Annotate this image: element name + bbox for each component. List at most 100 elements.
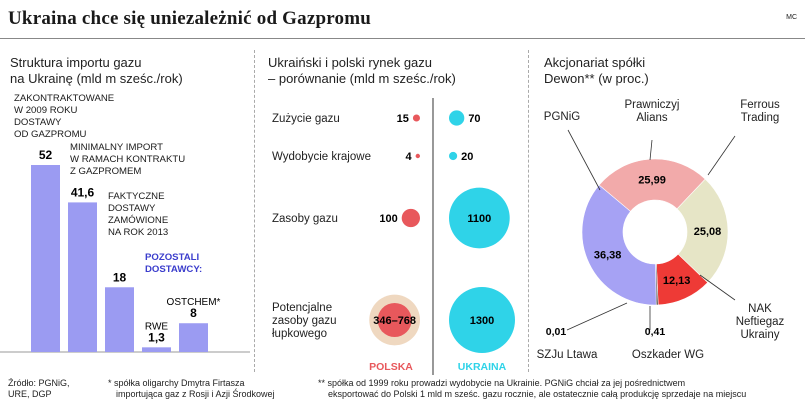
title-divider [0,38,805,39]
page-title: Ukraina chce się uniezależnić od Gazprom… [8,8,372,29]
footnote-line: * spółka oligarchy Dmytra Firtasza [108,378,245,388]
bar [142,347,171,352]
shareholder-label: Trading [741,112,780,124]
ukraine-value-label: 20 [461,151,473,163]
bar [105,287,134,352]
donut-slice [598,158,706,212]
annotation-line: ZAMÓWIONE [108,215,169,226]
annotation-line: W RAMACH KONTRAKTU [70,154,186,165]
bar-value-label: 52 [39,148,53,162]
bar-value-label: 18 [113,270,127,284]
donut-slice [676,178,729,283]
shareholder-label: Neftiegaz [736,316,785,328]
bar-value-label: 8 [190,306,197,320]
leader-line [566,302,628,331]
shareholder-label: Oszkader WG [632,349,704,361]
annotation-line: POZOSTALI [145,252,200,263]
shareholder-label: SZJu Ltawa [537,349,598,361]
ukraine-bubble [449,287,515,353]
annotation-line: FAKTYCZNE [108,191,165,202]
row-label: zasoby gazu [272,315,337,327]
bar-value-label: 41,6 [71,185,95,199]
poland-value-label: 4 [405,151,412,163]
poland-bubble [415,153,420,159]
bar [68,202,97,352]
annotation-line: MINIMALNY IMPORT [70,142,163,153]
poland-value-label: 100 [379,213,397,225]
source-note: Źródło: PGNiG, URE, DGP [8,378,70,400]
panel1-title-line2: na Ukrainę (mld m sześc./rok) [10,71,183,86]
slice-value-label: 0,41 [645,326,666,338]
panel-divider-2 [528,50,529,372]
annotation-line: W 2009 ROKU [14,105,78,116]
footnote-line: eksportować do Polski 1 mld m sześc. gaz… [328,389,747,399]
bar-value-label: 1,3 [148,330,165,344]
annotation-other-suppliers: POZOSTALI DOSTAWCY: [145,252,202,276]
shareholder-label: Ferrous [740,99,780,111]
row-label: łupkowego [272,328,327,340]
poland-bubble [412,114,420,122]
annotation-minimal: MINIMALNY IMPORT W RAMACH KONTRAKTU Z GA… [70,142,185,178]
panel3-title: Akcjonariat spółki Dewon** (w proc.) [544,55,649,87]
legend-ukraine: UKRAINA [458,361,507,373]
leader-line [699,274,736,301]
annotation-contracted: ZAKONTRAKTOWANE W 2009 ROKU DOSTAWY OD G… [14,93,114,141]
shareholder-label: NAK [748,303,772,315]
panel3-title-line2: Dewon** (w proc.) [544,71,649,86]
annotation-line: NA ROK 2013 [108,227,169,238]
ukraine-bubble [449,110,465,126]
ukraine-value-label: 1100 [467,213,491,225]
poland-value-label: 15 [397,113,409,125]
leader-line [649,139,653,161]
row-label: Zużycie gazu [272,113,340,125]
donut-slice [581,184,657,306]
annotation-line: DOSTAWY [108,203,156,214]
shareholder-label: Ukrainy [741,329,780,341]
panel-divider-1 [254,50,255,372]
author-credit: MC [786,14,797,21]
panel2-title: Ukraiński i polski rynek gazu – porównan… [268,55,456,87]
source-line: Źródło: PGNiG, [8,378,70,388]
panel3-title-line1: Akcjonariat spółki [544,55,646,70]
annotation-line: OD GAZPROMU [14,129,87,140]
shareholder-label: Alians [636,112,668,124]
poland-bubble [377,302,412,338]
row-label: Wydobycie krajowe [272,151,371,163]
bar-category-label: RWE [145,321,168,332]
panel1-title: Struktura importu gazu na Ukrainę (mld m… [10,55,183,87]
bar [179,323,208,352]
panel1-title-line1: Struktura importu gazu [10,55,142,70]
panel2-title-line2: – porównanie (mld m sześc./rok) [268,71,456,86]
leader-line [707,135,736,176]
bar-category-label: OSTCHEM* [167,297,221,308]
slice-value-label: 12,13 [663,275,691,287]
leader-line [567,129,601,191]
poland-bubble [401,208,420,228]
row-label: Zasoby gazu [272,213,338,225]
annotation-line: DOSTAWCY: [145,264,203,275]
annotation-line: DOSTAWY [14,117,62,128]
footnote-line: importująca gaz z Rosji i Azji Środkowej [116,389,275,399]
footnote-line: ** spółka od 1999 roku prowadzi wydobyci… [318,378,686,388]
legend-poland: POLSKA [369,361,413,373]
ukraine-bubble [449,187,510,249]
ukraine-value-label: 70 [468,113,480,125]
row-label: Potencjalne [272,302,332,314]
source-line: URE, DGP [8,389,52,399]
slice-value-label: 25,08 [694,226,722,238]
bar [31,165,60,352]
panel2-title-line1: Ukraiński i polski rynek gazu [268,55,433,70]
poland-value-label: 346–768 [373,315,416,327]
footnote-dewon: ** spółka od 1999 roku prowadzi wydobyci… [318,378,746,400]
footnote-ostchem: * spółka oligarchy Dmytra Firtasza impor… [108,378,275,400]
slice-value-label: 25,99 [638,175,666,187]
slice-value-label: 36,38 [594,250,622,262]
shareholder-label: PGNiG [544,111,580,123]
slice-value-label: 0,01 [546,326,567,338]
annotation-line: ZAKONTRAKTOWANE [14,93,115,104]
ukraine-value-label: 1300 [470,315,494,327]
annotation-line: Z GAZPROMEM [70,166,142,177]
